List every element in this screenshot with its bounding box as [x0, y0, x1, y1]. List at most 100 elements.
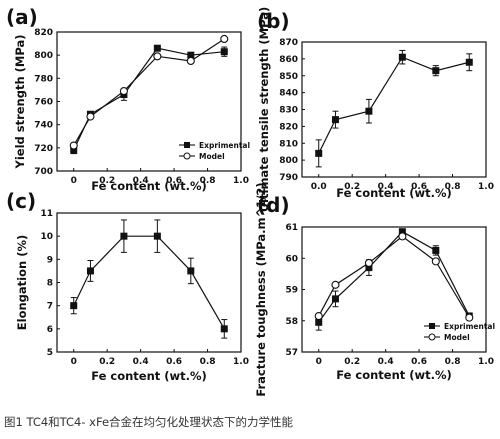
y-tick-label: 9	[47, 255, 53, 265]
y-axis-label: Yield strength (MPa)	[13, 34, 27, 169]
legend-label: Exprimental	[199, 141, 250, 150]
legend-label: Exprimental	[444, 322, 495, 331]
y-tick-label: 8	[47, 279, 53, 289]
x-tick-label: 0.4	[133, 357, 149, 367]
data-point	[70, 146, 78, 154]
x-tick-label: 0.6	[166, 176, 182, 186]
data-point	[187, 267, 195, 275]
data-point	[86, 267, 94, 275]
legend-label: Model	[199, 152, 225, 161]
y-tick-label: 860	[279, 55, 298, 65]
data-point	[70, 302, 78, 310]
chart-panel-3: (c) 0 0.2 0.4 0.6 0.8 1.0 5 6 7 8 9 10 11 Fe content (…	[6, 189, 249, 383]
y-tick-label: 60	[285, 254, 298, 264]
chart-panel-4: (d) 0 0.2 0.4 0.6 0.8 1.0 57 58 59 60 61 Fe content …	[254, 182, 495, 396]
x-tick-label: 0	[71, 357, 77, 367]
series-line	[73, 235, 225, 330]
x-tick-label: 0.6	[411, 182, 427, 192]
data-point	[119, 87, 128, 96]
data-point	[315, 149, 323, 157]
data-point	[86, 112, 95, 121]
series-line	[73, 38, 225, 146]
x-tick-label: 0.6	[166, 357, 182, 367]
data-point	[69, 141, 78, 150]
y-tick-label: 58	[285, 317, 298, 327]
y-tick-label: 850	[279, 72, 298, 82]
x-tick-label: 0.2	[344, 182, 360, 192]
chart-panel-1: (a) 0 0.2 0.4 0.6 0.8 1.0 700 720 740 760 780 800 820…	[6, 5, 250, 193]
x-tick-label: 0.8	[200, 357, 216, 367]
y-tick-label: 59	[285, 286, 298, 296]
panel-letter: (a)	[6, 5, 38, 29]
data-point	[432, 67, 440, 75]
x-tick-label: 0.4	[378, 357, 394, 367]
y-tick-label: 840	[279, 89, 298, 99]
data-point	[153, 44, 161, 52]
y-tick-label: 810	[279, 139, 298, 149]
data-point	[315, 318, 323, 326]
panel-letter: (c)	[6, 189, 36, 213]
legend-marker	[184, 142, 190, 148]
y-tick-label: 57	[285, 348, 298, 358]
y-axis-label: Fracture toughness (MPa.m^1/2)	[254, 182, 268, 396]
legend-marker	[429, 323, 435, 329]
x-tick-label: 0.0	[311, 182, 327, 192]
x-axis-label: Fe content (wt.%)	[336, 368, 452, 382]
x-tick-label: 0.2	[99, 357, 115, 367]
x-tick-label: 1.0	[233, 357, 249, 367]
y-tick-label: 800	[34, 51, 53, 61]
legend-marker	[183, 152, 191, 160]
data-point	[331, 116, 339, 124]
y-tick-label: 830	[279, 106, 298, 116]
data-point	[465, 313, 474, 322]
data-point	[120, 232, 128, 240]
data-point	[431, 257, 440, 266]
y-tick-label: 760	[34, 98, 53, 108]
x-axis-label: Fe content (wt.%)	[91, 179, 207, 193]
data-point	[432, 246, 440, 254]
data-point	[220, 325, 228, 333]
plot-frame	[301, 41, 487, 178]
series-line	[318, 230, 470, 323]
x-tick-label: 0	[71, 176, 77, 186]
x-tick-label: 0.8	[200, 176, 216, 186]
y-axis-label: Elongation (%)	[15, 235, 29, 330]
figure-caption: 图1 TC4和TC4- xFe合金在均匀化处理状态下的力学性能	[4, 415, 294, 429]
data-point	[187, 51, 195, 59]
data-point	[365, 107, 373, 115]
data-point	[220, 48, 228, 56]
data-point	[364, 258, 373, 267]
data-point	[153, 232, 161, 240]
data-point	[331, 295, 339, 303]
panel-letter: (b)	[257, 9, 290, 33]
data-point	[398, 232, 407, 241]
chart-panel-2: (b) 0.0 0.2 0.4 0.6 0.8 1.0 790 800 810 820 830 840 8…	[257, 7, 494, 213]
y-tick-label: 720	[34, 144, 53, 154]
y-tick-label: 820	[34, 28, 53, 38]
y-tick-label: 5	[47, 348, 53, 358]
y-tick-label: 11	[40, 209, 53, 219]
data-point	[153, 52, 162, 61]
x-axis-label: Fe content (wt.%)	[336, 186, 452, 200]
y-tick-label: 800	[279, 156, 298, 166]
x-tick-label: 0.4	[133, 176, 149, 186]
series-line	[318, 56, 470, 154]
series-line	[318, 235, 470, 318]
y-tick-label: 10	[40, 232, 53, 242]
x-tick-label: 1.0	[478, 182, 494, 192]
series-line	[73, 47, 225, 151]
y-tick-label: 780	[34, 74, 53, 84]
x-tick-label: 1.0	[233, 176, 249, 186]
panel-letter: (d)	[257, 193, 290, 217]
data-point	[186, 56, 195, 66]
y-tick-label: 820	[279, 122, 298, 132]
y-axis-label: Ultimate tensile strength (MPa)	[257, 7, 271, 213]
data-point	[365, 264, 373, 272]
data-point	[220, 34, 229, 44]
data-point	[398, 228, 406, 236]
legend-label: Model	[444, 333, 470, 342]
x-axis-label: Fe content (wt.%)	[91, 369, 207, 383]
x-tick-label: 0.2	[99, 176, 115, 186]
y-tick-label: 740	[34, 121, 53, 131]
y-tick-label: 700	[34, 167, 53, 177]
